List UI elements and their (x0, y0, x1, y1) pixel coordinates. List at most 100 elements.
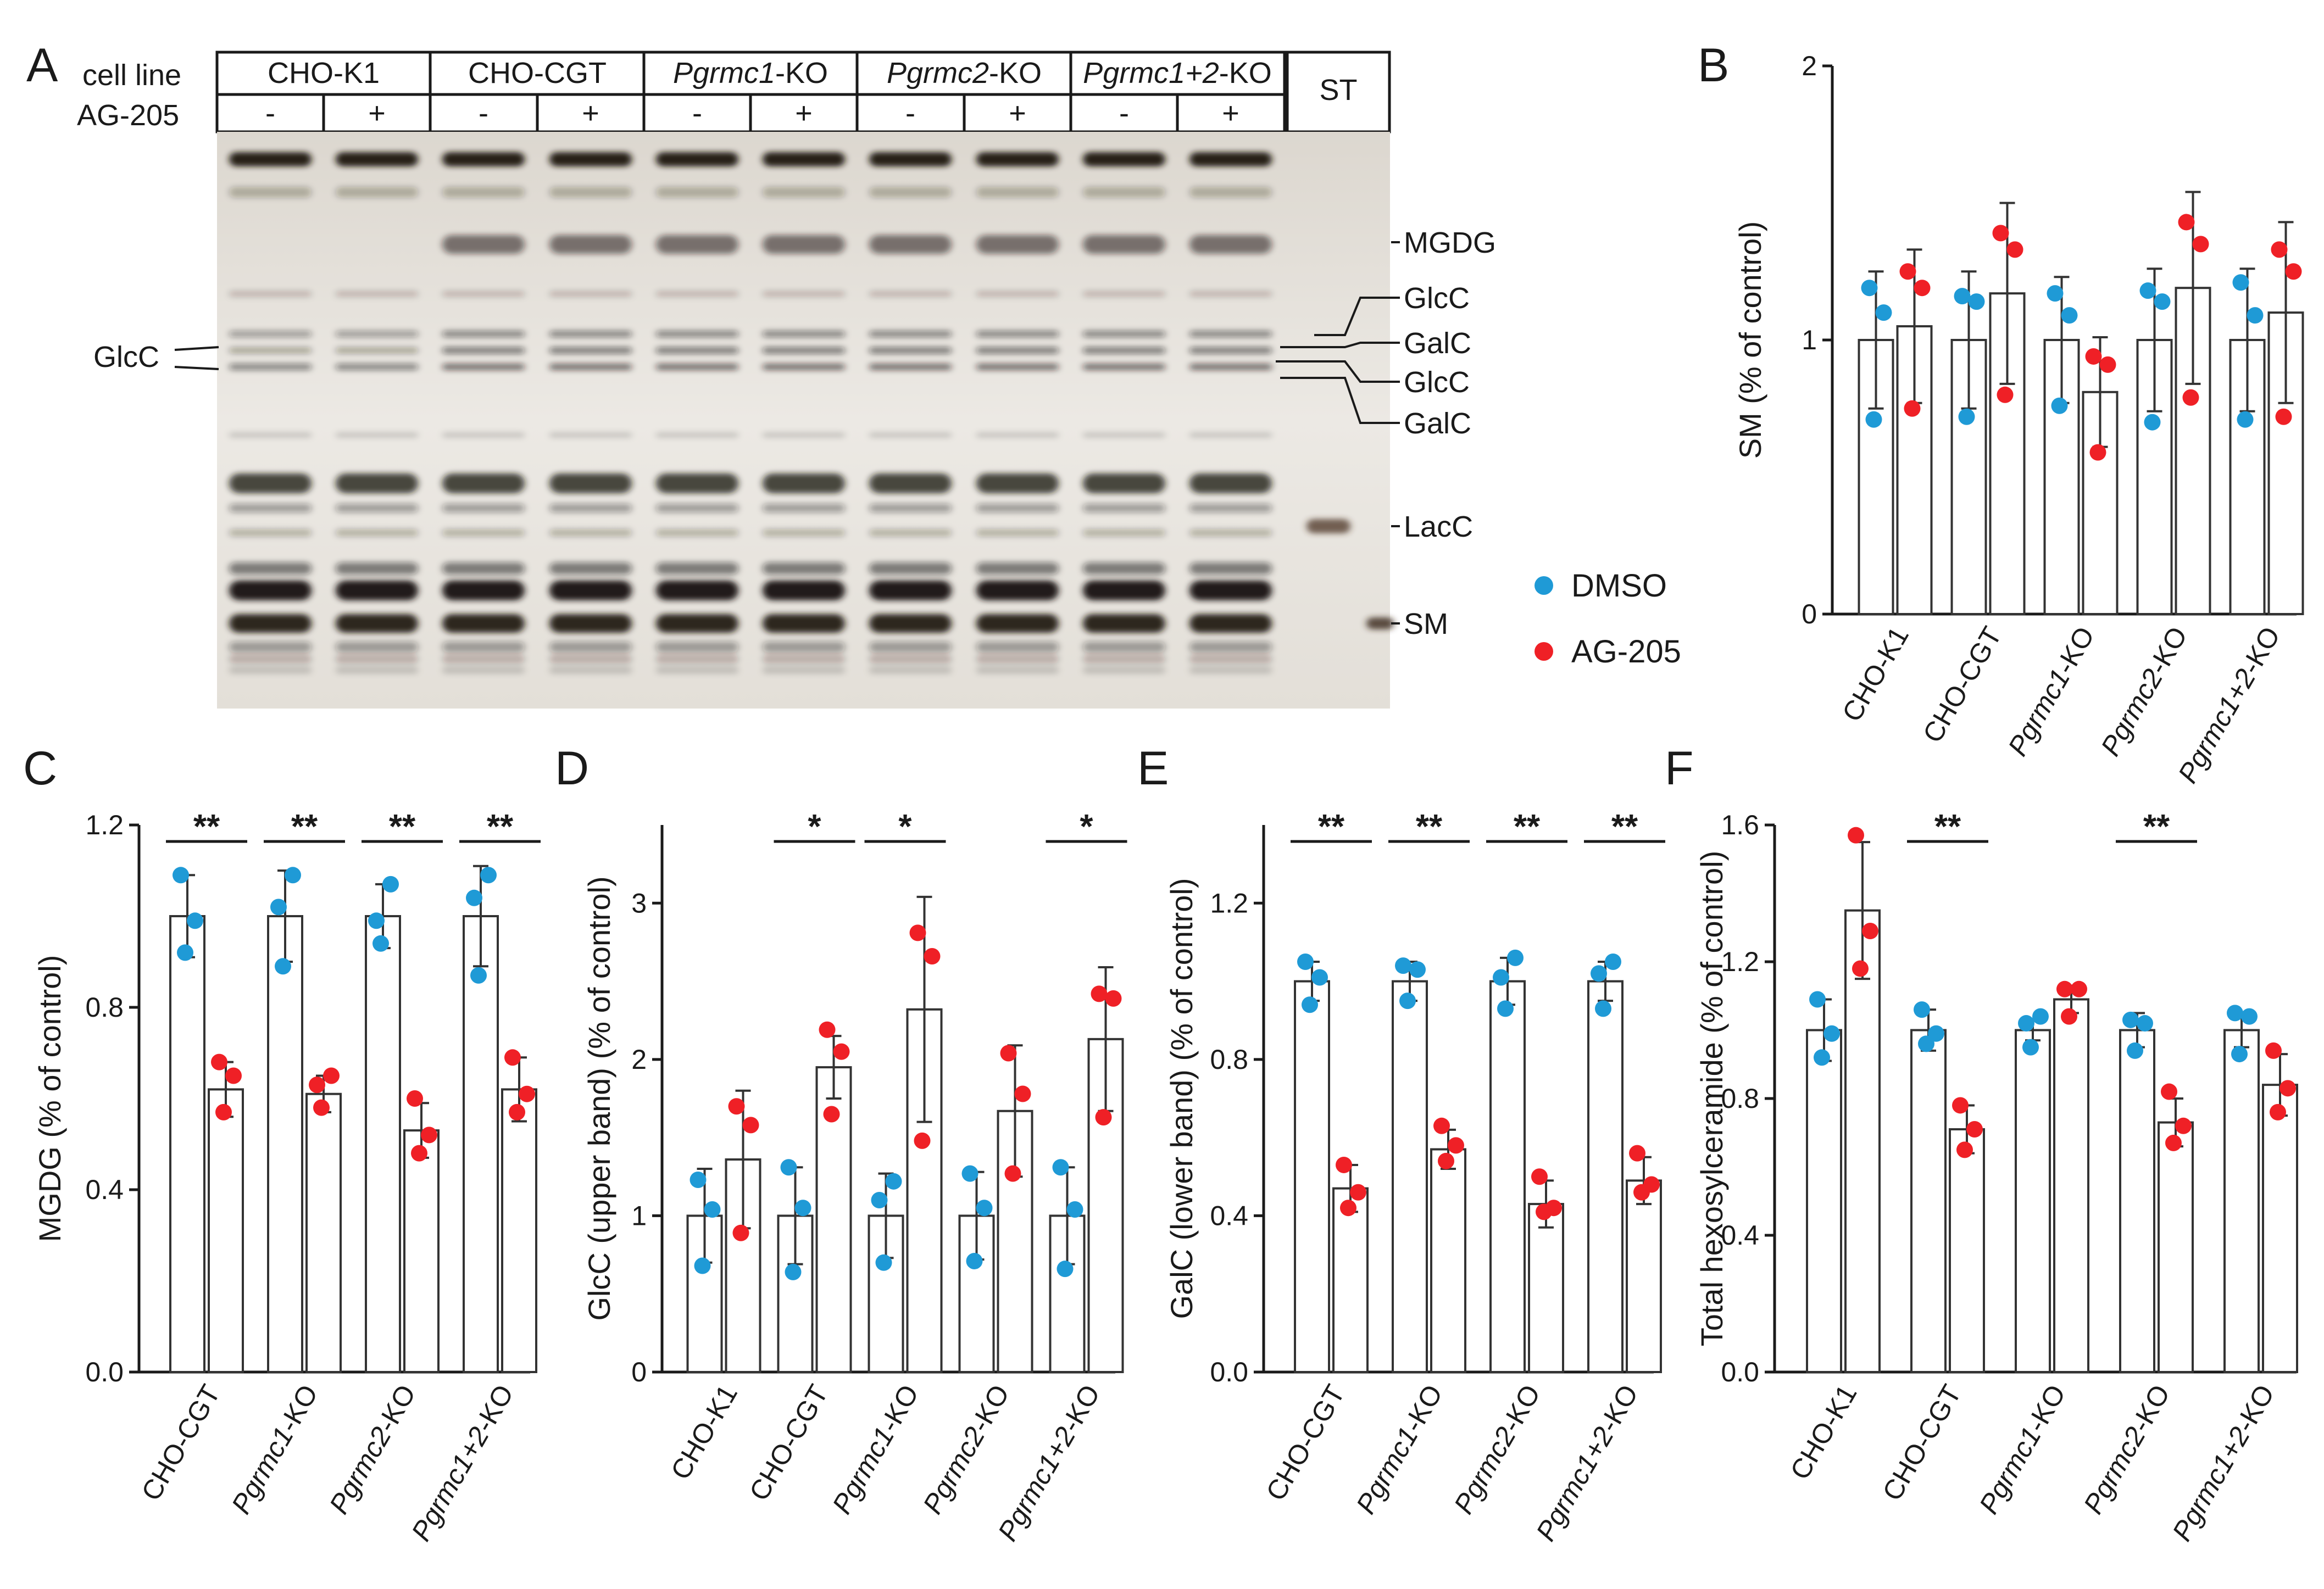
point-d-pgrmc1-2-ko-dmso (1066, 1201, 1083, 1218)
lane-9-band-low-3 (1083, 666, 1165, 674)
point-f-pgrmc1-2-ko-dmso (2227, 1005, 2243, 1022)
lane-9-band-faint-1 (1083, 291, 1165, 297)
point-e-pgrmc2-ko-ag-205 (1536, 1203, 1552, 1220)
point-e-pgrmc1-2-ko-dmso (1591, 965, 1607, 982)
point-b-pgrmc1-2-ko-ag-205 (2275, 408, 2292, 425)
point-c-cho-cgt-ag-205 (211, 1053, 227, 1071)
category-label-b-pgrmc1-ko: Pgrmc1-KO (2002, 622, 2100, 761)
lane-6-band-origin (763, 152, 845, 166)
panel-letter-a: A (26, 39, 58, 92)
lane-7-band-faint-2 (869, 432, 952, 438)
bar-f-cho-cgt-dmso (1910, 1029, 1947, 1373)
bar-c-cho-cgt-ag-205 (208, 1088, 244, 1373)
legend-ag205-marker (1534, 642, 1553, 661)
point-d-pgrmc1-ko-dmso (875, 1254, 892, 1271)
lane-9-band-glcc-upper (1083, 331, 1165, 337)
lane-7-band-faint-4 (869, 529, 952, 537)
bar-d-pgrmc1-ko-dmso (868, 1214, 904, 1373)
panel-e: E 0.0 0.4 0.8 1.2 GalC (lower band) (% of con… (1137, 742, 1665, 1546)
point-e-pgrmc2-ko-dmso (1493, 969, 1509, 986)
lane-3-band-top-faint (442, 187, 525, 198)
lane-10-band-lacc-region (1189, 473, 1272, 493)
lane-8-band-faint-1 (976, 291, 1059, 297)
point-d-pgrmc2-ko-ag-205 (1014, 1085, 1031, 1102)
panel-f: F 0.0 0.4 0.8 1.2 1.6 Total hexosylceramide (%… (1665, 742, 2298, 1546)
standard-lane-label: ST (1319, 74, 1357, 107)
bar-e-pgrmc1-2-ko-ag-205 (1626, 1179, 1662, 1373)
lane-10-band-sm (1189, 614, 1272, 633)
lane-4-band-faint-3 (549, 504, 632, 512)
lane-3-band-mgdg (442, 235, 525, 254)
lane-2-band-origin (336, 152, 418, 166)
category-label-e-pgrmc1-2-ko: Pgrmc1+2-KO (1530, 1380, 1644, 1547)
y-axis-title-c: MGDG (% of control) (32, 955, 67, 1242)
point-f-pgrmc1-ko-dmso (2018, 1015, 2034, 1032)
point-e-cho-cgt-dmso (1311, 969, 1328, 986)
lane-3-band-low-3 (442, 666, 525, 674)
lane-10-band-glcc-lower (1189, 364, 1272, 370)
lane-7-band-mgdg (869, 235, 952, 254)
lane-10-band-faint-4 (1189, 529, 1272, 537)
lane-7-band-glcc-lower (869, 364, 952, 370)
point-e-pgrmc2-ko-dmso (1497, 1000, 1514, 1017)
lane-6-band-dark-1 (763, 581, 845, 600)
point-f-cho-k1-dmso (1809, 991, 1826, 1008)
point-e-cho-cgt-ag-205 (1336, 1156, 1352, 1173)
point-b-cho-cgt-dmso (1954, 288, 1971, 305)
point-d-pgrmc1-2-ko-dmso (1057, 1261, 1074, 1278)
lane-6-band-low-3 (763, 666, 845, 674)
category-label-c-cho-cgt: CHO-CGT (135, 1380, 226, 1506)
cell-line-label-pgrmc1-ko: Pgrmc1-KO (673, 57, 828, 90)
bar-e-cho-cgt-dmso (1294, 980, 1330, 1373)
lane-8-band-origin (976, 152, 1059, 166)
lane-5-band-top-faint (656, 187, 738, 198)
panel-a: A cell line AG-205 CHO-K1 CHO-CGT Pgrmc1-K… (26, 39, 1496, 709)
point-f-pgrmc2-ko-ag-205 (2161, 1083, 2177, 1100)
lane-5-band-origin (656, 152, 738, 166)
point-b-cho-k1-ag-205 (1899, 263, 1916, 280)
point-d-cho-cgt-ag-205 (819, 1021, 836, 1038)
point-e-pgrmc1-ko-ag-205 (1438, 1152, 1454, 1169)
lane-8-band-glcc-lower (976, 364, 1059, 370)
lane-6-band-mid (763, 562, 845, 575)
treatment-mark-lane-4: + (582, 97, 599, 130)
lane-1-band-origin (229, 152, 312, 166)
y-axis-title-e: GalC (lower band) (% of control) (1164, 878, 1199, 1319)
lane-9-band-faint-2 (1083, 432, 1165, 438)
point-d-pgrmc1-2-ko-ag-205 (1105, 990, 1122, 1007)
lane-1-band-low-1 (229, 642, 312, 653)
lane-3-band-glcc-upper (442, 331, 525, 337)
significance-mark-d-pgrmc1-2-ko: * (1080, 808, 1093, 846)
band-label-galc-upper: GalC (1404, 327, 1471, 360)
cell-line-label-pgrmc2-ko: Pgrmc2-KO (887, 57, 1042, 90)
legend-dmso-label: DMSO (1571, 568, 1667, 604)
lane-10-band-faint-1 (1189, 291, 1272, 297)
point-e-pgrmc1-2-ko-dmso (1605, 954, 1621, 970)
lane-9-band-mgdg (1083, 235, 1165, 254)
lane-4-band-low-1 (549, 642, 632, 653)
lane-5-band-galc-upper (656, 347, 738, 354)
point-f-pgrmc1-ko-ag-205 (2056, 980, 2073, 997)
lane-3-band-origin (442, 152, 525, 166)
lane-5-band-low-3 (656, 666, 738, 674)
significance-mark-f-pgrmc2-ko: ** (2143, 808, 2170, 846)
significance-mark-c-pgrmc1-2-ko: ** (487, 808, 514, 846)
bar-c-cho-cgt-dmso (169, 915, 205, 1373)
point-c-pgrmc1-2-ko-dmso (470, 967, 487, 984)
point-d-pgrmc2-ko-dmso (966, 1252, 983, 1269)
significance-mark-e-pgrmc2-ko: ** (1514, 808, 1541, 846)
point-d-pgrmc1-ko-ag-205 (924, 948, 941, 965)
lane-10-band-glcc-upper (1189, 331, 1272, 337)
lane-9-band-galc-upper (1083, 347, 1165, 354)
y-tick-label-c: 0.0 (85, 1357, 124, 1387)
y-tick-label-f: 1.2 (1721, 946, 1759, 977)
point-c-pgrmc1-ko-ag-205 (309, 1077, 325, 1094)
point-f-pgrmc2-ko-dmso (2137, 1015, 2153, 1032)
point-b-cho-cgt-dmso (1968, 293, 1985, 310)
point-e-pgrmc1-2-ko-ag-205 (1629, 1145, 1645, 1162)
point-d-cho-k1-dmso (704, 1201, 721, 1218)
lane-7-band-dark-1 (869, 581, 952, 600)
bar-f-cho-k1-ag-205 (1844, 909, 1881, 1373)
standard-band-sm (1366, 617, 1394, 629)
cell-line-label-cho-k1: CHO-K1 (268, 57, 380, 90)
